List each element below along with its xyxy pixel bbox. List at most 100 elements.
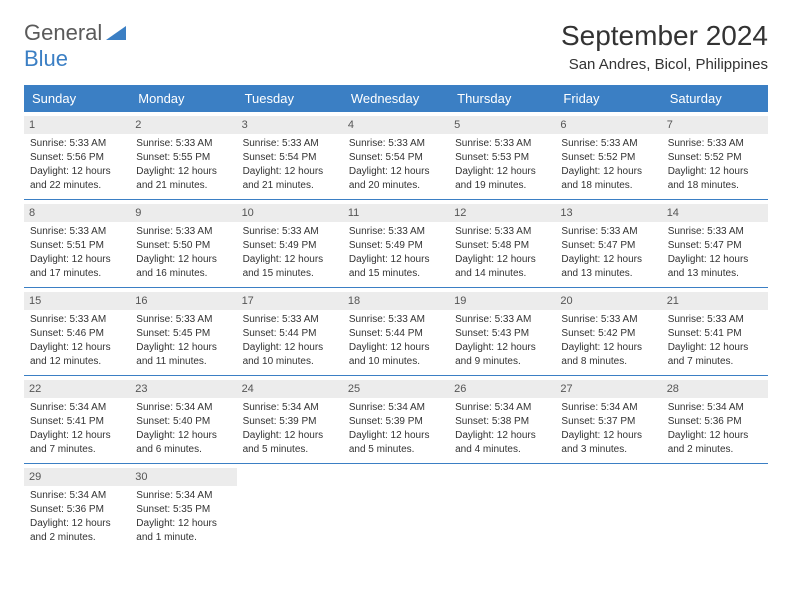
day-info-line: and 13 minutes.: [561, 267, 655, 281]
calendar-cell: 6Sunrise: 5:33 AMSunset: 5:52 PMDaylight…: [555, 112, 661, 200]
day-info: Sunrise: 5:33 AMSunset: 5:55 PMDaylight:…: [136, 137, 230, 193]
day-info-line: Sunset: 5:44 PM: [243, 327, 337, 341]
day-info-line: Daylight: 12 hours: [136, 165, 230, 179]
day-info-line: Daylight: 12 hours: [136, 517, 230, 531]
day-info-line: and 21 minutes.: [136, 179, 230, 193]
day-info-line: Daylight: 12 hours: [349, 165, 443, 179]
day-info-line: Sunset: 5:49 PM: [349, 239, 443, 253]
day-info-line: and 13 minutes.: [668, 267, 762, 281]
day-info-line: and 18 minutes.: [668, 179, 762, 193]
day-number: 21: [662, 292, 768, 310]
day-info-line: Sunrise: 5:33 AM: [243, 313, 337, 327]
day-info-line: and 1 minute.: [136, 531, 230, 545]
day-number: 3: [237, 116, 343, 134]
day-info-line: Sunrise: 5:33 AM: [561, 225, 655, 239]
day-number: 9: [130, 204, 236, 222]
day-number: 17: [237, 292, 343, 310]
day-info-line: and 14 minutes.: [455, 267, 549, 281]
calendar-cell: 5Sunrise: 5:33 AMSunset: 5:53 PMDaylight…: [449, 112, 555, 200]
day-info-line: Sunset: 5:39 PM: [243, 415, 337, 429]
day-info-line: Sunset: 5:41 PM: [30, 415, 124, 429]
day-info-line: Sunset: 5:52 PM: [561, 151, 655, 165]
calendar-cell: 2Sunrise: 5:33 AMSunset: 5:55 PMDaylight…: [130, 112, 236, 200]
day-number: 22: [24, 380, 130, 398]
day-info-line: Sunrise: 5:33 AM: [455, 225, 549, 239]
calendar-cell: 29Sunrise: 5:34 AMSunset: 5:36 PMDayligh…: [24, 464, 130, 552]
calendar-cell: 27Sunrise: 5:34 AMSunset: 5:37 PMDayligh…: [555, 376, 661, 464]
day-info-line: and 15 minutes.: [349, 267, 443, 281]
logo-text-general: General: [24, 20, 102, 45]
calendar-cell: 11Sunrise: 5:33 AMSunset: 5:49 PMDayligh…: [343, 200, 449, 288]
day-info-line: Daylight: 12 hours: [136, 341, 230, 355]
calendar-head: SundayMondayTuesdayWednesdayThursdayFrid…: [24, 85, 768, 112]
calendar-cell: 16Sunrise: 5:33 AMSunset: 5:45 PMDayligh…: [130, 288, 236, 376]
calendar-cell: 21Sunrise: 5:33 AMSunset: 5:41 PMDayligh…: [662, 288, 768, 376]
day-info-line: and 10 minutes.: [243, 355, 337, 369]
day-info-line: Sunrise: 5:33 AM: [136, 137, 230, 151]
day-info-line: and 2 minutes.: [668, 443, 762, 457]
calendar-cell: 30Sunrise: 5:34 AMSunset: 5:35 PMDayligh…: [130, 464, 236, 552]
day-number: 10: [237, 204, 343, 222]
day-info-line: Daylight: 12 hours: [455, 341, 549, 355]
day-info-line: Sunrise: 5:33 AM: [561, 137, 655, 151]
day-number: 26: [449, 380, 555, 398]
day-info: Sunrise: 5:34 AMSunset: 5:40 PMDaylight:…: [136, 401, 230, 457]
day-info-line: Sunrise: 5:34 AM: [561, 401, 655, 415]
day-number: 16: [130, 292, 236, 310]
day-number: 1: [24, 116, 130, 134]
calendar-cell: 4Sunrise: 5:33 AMSunset: 5:54 PMDaylight…: [343, 112, 449, 200]
day-info: Sunrise: 5:33 AMSunset: 5:54 PMDaylight:…: [243, 137, 337, 193]
calendar-cell: [449, 464, 555, 552]
day-info-line: Sunset: 5:48 PM: [455, 239, 549, 253]
day-info: Sunrise: 5:33 AMSunset: 5:51 PMDaylight:…: [30, 225, 124, 281]
day-header: Thursday: [449, 85, 555, 112]
day-info-line: Sunrise: 5:33 AM: [668, 137, 762, 151]
day-info-line: Daylight: 12 hours: [561, 253, 655, 267]
day-number: 23: [130, 380, 236, 398]
day-header: Sunday: [24, 85, 130, 112]
day-number: 8: [24, 204, 130, 222]
day-info-line: Sunrise: 5:34 AM: [668, 401, 762, 415]
day-info: Sunrise: 5:34 AMSunset: 5:39 PMDaylight:…: [243, 401, 337, 457]
day-info: Sunrise: 5:34 AMSunset: 5:36 PMDaylight:…: [668, 401, 762, 457]
day-number: 24: [237, 380, 343, 398]
day-info-line: Sunrise: 5:33 AM: [349, 313, 443, 327]
day-info-line: Sunset: 5:45 PM: [136, 327, 230, 341]
day-number: 19: [449, 292, 555, 310]
calendar-cell: 18Sunrise: 5:33 AMSunset: 5:44 PMDayligh…: [343, 288, 449, 376]
day-number: 28: [662, 380, 768, 398]
calendar-cell: 13Sunrise: 5:33 AMSunset: 5:47 PMDayligh…: [555, 200, 661, 288]
day-info-line: Sunrise: 5:34 AM: [455, 401, 549, 415]
day-info-line: and 20 minutes.: [349, 179, 443, 193]
day-info-line: Sunset: 5:55 PM: [136, 151, 230, 165]
day-header: Wednesday: [343, 85, 449, 112]
day-info-line: and 3 minutes.: [561, 443, 655, 457]
calendar-cell: 20Sunrise: 5:33 AMSunset: 5:42 PMDayligh…: [555, 288, 661, 376]
day-info-line: Sunrise: 5:34 AM: [136, 489, 230, 503]
day-number: 6: [555, 116, 661, 134]
calendar-cell: [237, 464, 343, 552]
calendar-cell: 28 Sunrise: 5:34 AMSunset: 5:36 PMDayligh…: [662, 376, 768, 464]
day-info-line: Sunset: 5:36 PM: [668, 415, 762, 429]
day-info-line: Sunset: 5:46 PM: [30, 327, 124, 341]
day-info-line: Sunrise: 5:34 AM: [243, 401, 337, 415]
calendar-cell: 9Sunrise: 5:33 AMSunset: 5:50 PMDaylight…: [130, 200, 236, 288]
day-info-line: Daylight: 12 hours: [455, 429, 549, 443]
day-header: Tuesday: [237, 85, 343, 112]
day-number: 27: [555, 380, 661, 398]
calendar-cell: 15Sunrise: 5:33 AMSunset: 5:46 PMDayligh…: [24, 288, 130, 376]
day-info-line: Daylight: 12 hours: [668, 341, 762, 355]
day-info-line: Daylight: 12 hours: [243, 165, 337, 179]
calendar-cell: 1Sunrise: 5:33 AMSunset: 5:56 PMDaylight…: [24, 112, 130, 200]
day-info-line: Sunrise: 5:34 AM: [136, 401, 230, 415]
calendar-cell: [343, 464, 449, 552]
day-info-line: Sunset: 5:40 PM: [136, 415, 230, 429]
calendar-cell: 25Sunrise: 5:34 AMSunset: 5:39 PMDayligh…: [343, 376, 449, 464]
day-info-line: Sunrise: 5:34 AM: [30, 489, 124, 503]
day-number: 30: [130, 468, 236, 486]
page-header: General Blue September 2024 San Andres, …: [24, 20, 768, 73]
day-info-line: and 4 minutes.: [455, 443, 549, 457]
day-info-line: and 9 minutes.: [455, 355, 549, 369]
calendar-cell: 19Sunrise: 5:33 AMSunset: 5:43 PMDayligh…: [449, 288, 555, 376]
day-info: Sunrise: 5:33 AMSunset: 5:42 PMDaylight:…: [561, 313, 655, 369]
